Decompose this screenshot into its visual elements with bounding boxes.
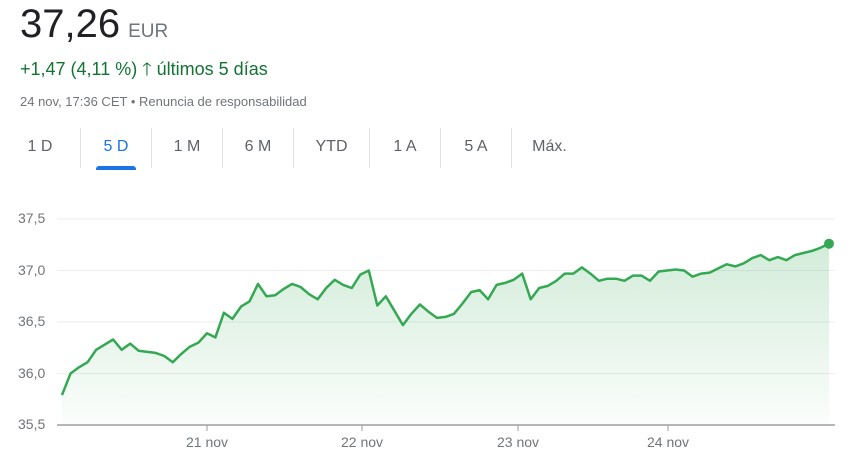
current-price: 37,26 EUR [20,2,168,47]
y-tick-label: 36,5 [18,313,46,329]
last-point-marker [824,238,834,249]
timestamp-line: 24 nov, 17:36 CET • Renuncia de responsa… [20,94,307,109]
disclaimer-link[interactable]: Renuncia de responsabilidad [139,94,307,109]
area-fill [62,243,829,425]
price-value: 37,26 [20,2,121,46]
x-tick-label: 22 nov [340,434,384,450]
x-tick-label: 24 nov [646,434,690,450]
arrow-up-icon: 🡑 [142,59,152,79]
price-change: +1,47 (4,11 %) 🡑 últimos 5 días [20,57,268,87]
currency: EUR [128,21,169,42]
x-axis-ticks [206,425,669,431]
change-period: últimos 5 días [156,59,268,79]
x-tick-label: 23 nov [496,434,540,450]
tab-1a[interactable]: 1 A [369,128,440,168]
tab-max[interactable]: Máx. [511,128,587,168]
y-tick-label: 36,0 [18,365,46,381]
tab-ytd[interactable]: YTD [293,128,369,168]
tab-5a[interactable]: 5 A [440,128,511,168]
y-tick-label: 37,5 [18,210,46,226]
y-tick-label: 37,0 [18,262,46,278]
tab-1d[interactable]: 1 D [27,138,53,155]
change-value: +1,47 (4,11 %) [20,59,138,79]
x-tick-label: 21 nov [185,434,229,450]
tab-6m[interactable]: 6 M [222,128,293,168]
range-tabs: 1 D 5 D 1 M 6 M YTD 1 A 5 A Máx. [0,128,587,168]
separator: • [130,94,136,109]
tab-1m[interactable]: 1 M [151,128,222,168]
tab-5d[interactable]: 5 D [80,128,151,168]
y-tick-label: 35,5 [18,416,46,432]
timestamp: 24 nov, 17:36 CET [20,94,128,109]
price-line [60,242,830,396]
